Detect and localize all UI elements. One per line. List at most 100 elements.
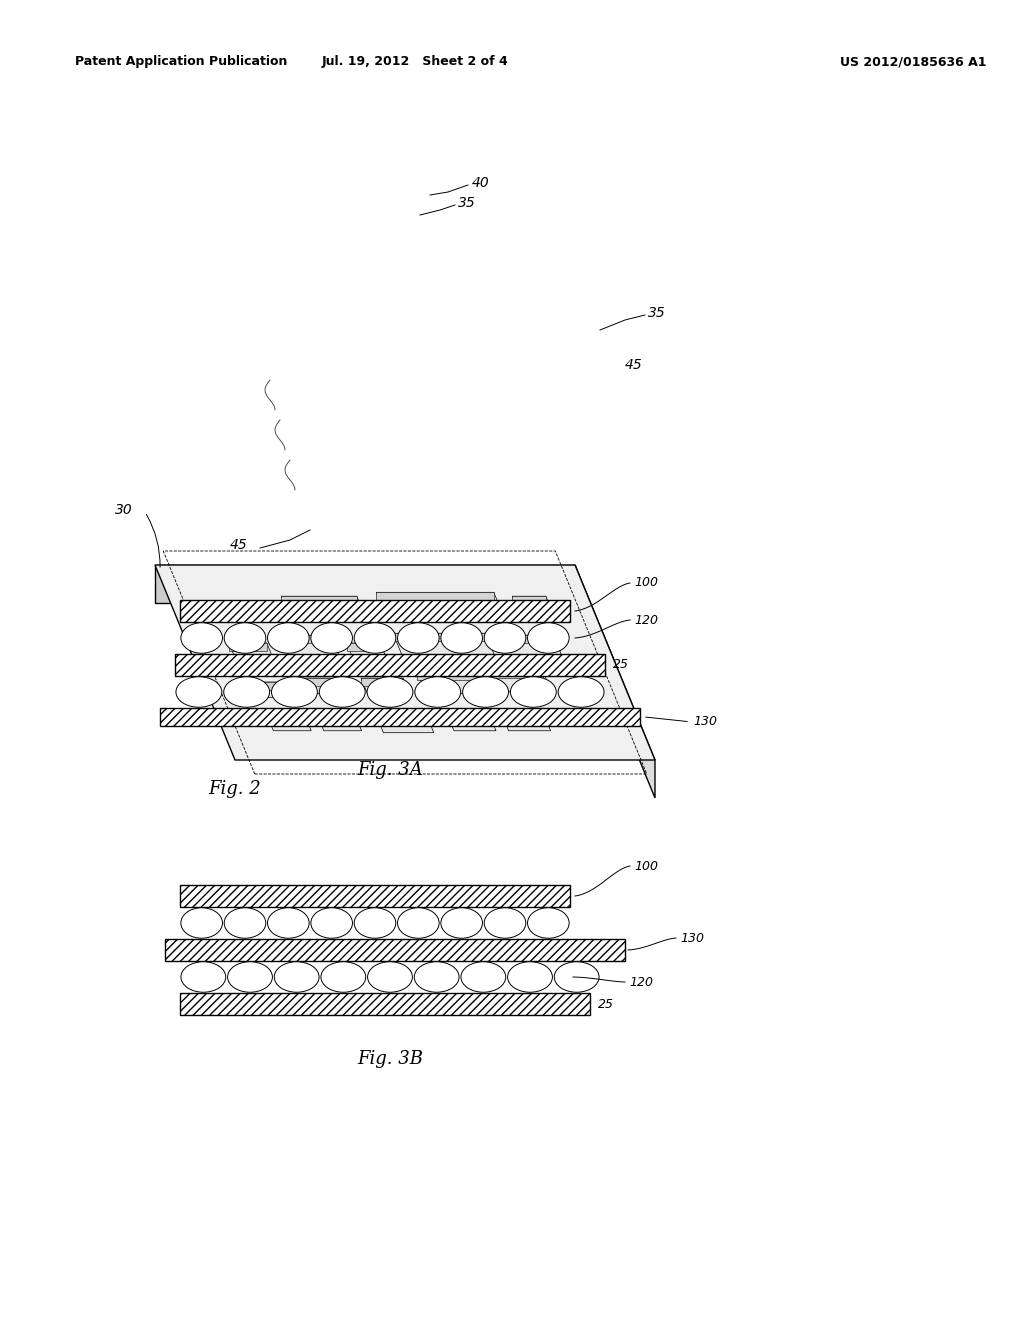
Ellipse shape: [558, 677, 604, 708]
Polygon shape: [318, 717, 356, 725]
Bar: [175, 653, 605, 676]
Ellipse shape: [354, 908, 396, 939]
Ellipse shape: [311, 908, 352, 939]
Text: Jul. 19, 2012   Sheet 2 of 4: Jul. 19, 2012 Sheet 2 of 4: [322, 55, 508, 69]
Polygon shape: [282, 597, 364, 611]
Polygon shape: [376, 593, 502, 611]
Text: 35: 35: [458, 195, 476, 210]
Polygon shape: [281, 635, 331, 643]
Text: 100: 100: [634, 859, 658, 873]
Polygon shape: [493, 671, 543, 678]
Ellipse shape: [441, 908, 482, 939]
Text: US 2012/0185636 A1: US 2012/0185636 A1: [840, 55, 986, 69]
Ellipse shape: [176, 677, 222, 708]
Ellipse shape: [527, 623, 569, 653]
Polygon shape: [499, 635, 553, 643]
Ellipse shape: [274, 962, 319, 993]
Ellipse shape: [267, 623, 309, 653]
Polygon shape: [229, 643, 267, 651]
Polygon shape: [377, 717, 434, 733]
Polygon shape: [377, 717, 427, 725]
Ellipse shape: [354, 623, 396, 653]
Polygon shape: [446, 713, 496, 731]
Ellipse shape: [224, 623, 266, 653]
Text: 40: 40: [472, 176, 489, 190]
Bar: [160, 708, 640, 726]
Ellipse shape: [415, 677, 461, 708]
Ellipse shape: [397, 623, 439, 653]
Ellipse shape: [181, 623, 222, 653]
Polygon shape: [418, 672, 476, 680]
Ellipse shape: [321, 962, 366, 993]
Polygon shape: [418, 672, 485, 694]
Ellipse shape: [415, 962, 459, 993]
Text: 120: 120: [629, 975, 653, 989]
Ellipse shape: [397, 908, 439, 939]
Polygon shape: [493, 671, 551, 692]
Bar: [180, 884, 570, 907]
Ellipse shape: [311, 623, 352, 653]
Polygon shape: [346, 643, 380, 651]
Ellipse shape: [441, 623, 482, 653]
Polygon shape: [268, 717, 305, 725]
Ellipse shape: [554, 962, 599, 993]
Ellipse shape: [227, 962, 272, 993]
Polygon shape: [245, 682, 289, 697]
Polygon shape: [393, 634, 485, 642]
Polygon shape: [512, 597, 552, 611]
Text: 130: 130: [693, 715, 717, 729]
Ellipse shape: [267, 908, 309, 939]
Text: 30: 30: [115, 503, 133, 517]
Polygon shape: [512, 597, 546, 605]
Ellipse shape: [271, 677, 317, 708]
Polygon shape: [294, 678, 338, 694]
Polygon shape: [234, 605, 268, 615]
Polygon shape: [376, 593, 494, 601]
Ellipse shape: [527, 908, 569, 939]
Polygon shape: [446, 713, 488, 721]
Polygon shape: [393, 634, 497, 660]
Polygon shape: [245, 682, 283, 690]
Ellipse shape: [367, 677, 413, 708]
Text: 45: 45: [625, 358, 643, 372]
Ellipse shape: [508, 962, 552, 993]
Polygon shape: [502, 713, 551, 731]
Polygon shape: [294, 678, 332, 686]
Polygon shape: [155, 565, 655, 760]
Ellipse shape: [510, 677, 556, 708]
Polygon shape: [281, 635, 340, 656]
Ellipse shape: [484, 908, 525, 939]
Polygon shape: [234, 605, 263, 612]
Polygon shape: [229, 643, 273, 659]
Text: 130: 130: [680, 932, 705, 945]
Text: Fig. 3A: Fig. 3A: [357, 760, 423, 779]
Ellipse shape: [463, 677, 509, 708]
Text: 100: 100: [634, 577, 658, 590]
Bar: [180, 601, 570, 622]
Text: 25: 25: [613, 659, 629, 672]
Ellipse shape: [461, 962, 506, 993]
Ellipse shape: [484, 623, 525, 653]
Text: Fig. 3B: Fig. 3B: [357, 1049, 423, 1068]
Polygon shape: [346, 643, 386, 656]
Ellipse shape: [181, 962, 225, 993]
Text: 120: 120: [634, 614, 658, 627]
Polygon shape: [318, 717, 361, 731]
Polygon shape: [282, 597, 356, 605]
Ellipse shape: [368, 962, 413, 993]
Text: Fig. 2: Fig. 2: [209, 780, 261, 799]
Text: 35: 35: [648, 306, 666, 319]
Polygon shape: [361, 678, 410, 694]
Text: 25: 25: [598, 998, 614, 1011]
Text: Patent Application Publication: Patent Application Publication: [75, 55, 288, 69]
Polygon shape: [499, 635, 563, 659]
Polygon shape: [502, 713, 544, 721]
Ellipse shape: [224, 908, 266, 939]
Text: 45: 45: [230, 539, 248, 552]
Ellipse shape: [319, 677, 366, 708]
Polygon shape: [361, 678, 403, 686]
Ellipse shape: [181, 908, 222, 939]
Ellipse shape: [223, 677, 269, 708]
Bar: [180, 993, 590, 1015]
Polygon shape: [155, 565, 575, 603]
